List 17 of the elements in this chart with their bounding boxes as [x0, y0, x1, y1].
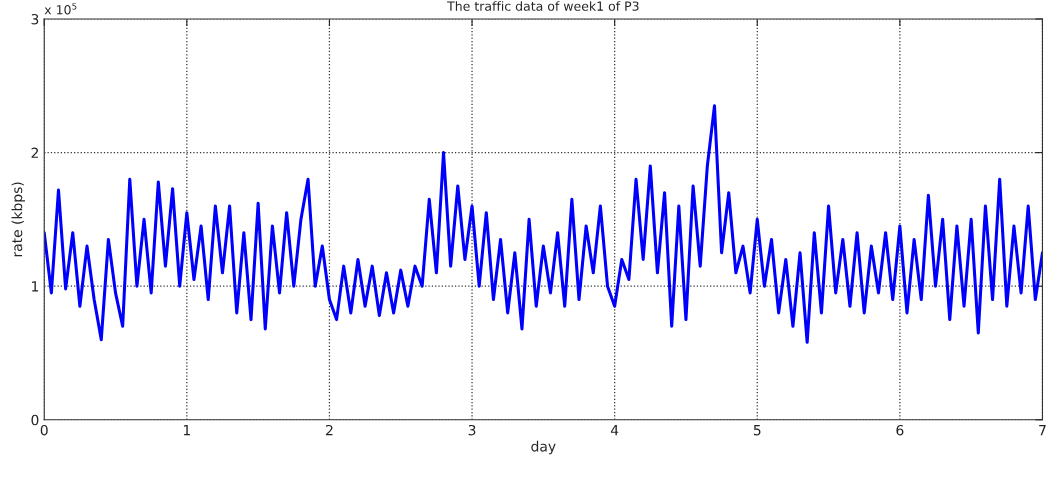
- y-tick-label: 1: [32, 281, 39, 292]
- chart-title: The traffic data of week1 of P3: [447, 1, 639, 11]
- x-axis-title: day: [531, 440, 556, 455]
- x-tick-label: 1: [183, 425, 190, 436]
- line-series: [44, 104, 1043, 344]
- y-tick-label: 2: [31, 147, 38, 158]
- x-tick-label: 4: [610, 425, 619, 436]
- x-tick-label: 7: [1039, 425, 1046, 436]
- y-tick-label: 0: [31, 414, 39, 426]
- y-axis-title: rate (kbps): [11, 182, 25, 257]
- x-tick-label: 3: [468, 424, 476, 436]
- x-tick-label: 0: [40, 424, 48, 436]
- text: x 10$^{5}$: [44, 3, 77, 15]
- x-tick-label: 5: [753, 425, 761, 436]
- y-tick-label: 3: [31, 13, 39, 25]
- x-tick-label: 6: [896, 424, 904, 436]
- x-tick-label: 2: [326, 424, 333, 436]
